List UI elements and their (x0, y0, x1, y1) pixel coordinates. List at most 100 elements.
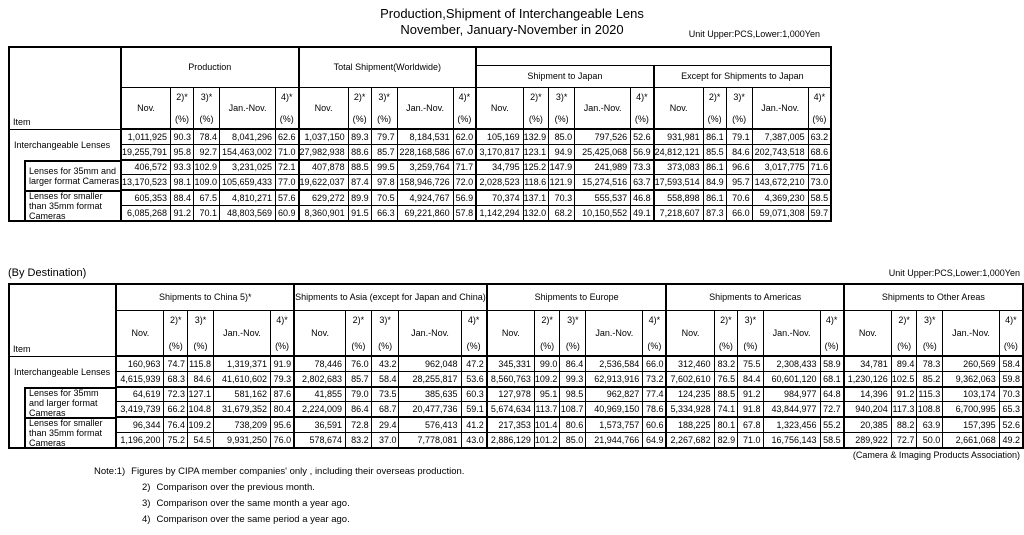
pct-header-unit: (%) (1003, 340, 1018, 351)
col-header-c2: 2)* (%) (163, 309, 189, 357)
value-cell: 407,878 (297, 158, 349, 175)
value-cell: 2,267,682 (665, 431, 715, 448)
value-cell: 79.7 (370, 128, 398, 145)
value-cell: 101.4 (533, 415, 561, 433)
value-cell: 59.1 (460, 401, 488, 417)
value-cell: 85.0 (559, 431, 587, 448)
pct-header-unit: (%) (897, 340, 912, 351)
value-cell: 108.8 (916, 401, 944, 417)
pct-header-wrap: 2)* (%) (704, 90, 725, 126)
col-group-header: Shipments to Other Areas (842, 283, 1024, 311)
value-cell: 59.8 (998, 370, 1024, 388)
value-cell: 62.6 (275, 128, 300, 145)
value-cell: 95.8 (170, 143, 195, 161)
value-cell: 57.6 (275, 188, 300, 206)
value-cell: 80.6 (559, 415, 587, 433)
value-cell: 3,170,817 (475, 143, 524, 161)
pct-header-unit: (%) (707, 113, 722, 124)
value-cell: 103,174 (942, 385, 1000, 402)
value-cell: 62.0 (452, 128, 477, 145)
value-cell: 34,795 (475, 158, 524, 175)
value-cell: 70.1 (193, 204, 221, 221)
col-group-header: Except for Shipments to Japan (652, 64, 832, 88)
value-cell: 78,446 (293, 355, 347, 372)
value-cell: 2,536,584 (585, 355, 644, 372)
unit-note-top: Unit Upper:PCS,Lower:1,000Yen (688, 29, 820, 39)
col-header-c3: 3)* (%) (559, 309, 587, 357)
col-header-nov: Nov. (475, 86, 524, 130)
pct-header-top: 2)* (708, 91, 721, 102)
col-group-header: Shipments to Americas (665, 283, 845, 311)
value-cell: 85.5 (702, 143, 727, 161)
col-group-header: Shipments to Europe (485, 283, 667, 311)
value-cell: 57.8 (452, 204, 477, 221)
pct-header-wrap: 2)* (%) (535, 313, 559, 353)
col-header-c4: 4)* (%) (269, 309, 295, 357)
value-cell: 2,224,009 (293, 401, 347, 417)
pct-header-top: 3)* (733, 91, 745, 102)
col-header-c2: 2)* (%) (890, 309, 918, 357)
value-cell: 70,374 (475, 188, 524, 206)
value-cell: 629,272 (297, 188, 349, 206)
note-2-text: Comparison over the previous month. (156, 482, 315, 493)
value-cell: 127.1 (187, 385, 214, 402)
note-3: 3) Comparison over the same month a year … (94, 498, 464, 514)
value-cell: 88.2 (890, 415, 918, 433)
pct-header-top: 4)* (281, 91, 293, 102)
pct-header-unit: (%) (732, 113, 747, 124)
note-1-prefix: Note:1) (94, 466, 126, 477)
value-cell: 91.2 (890, 385, 918, 402)
value-cell: 85.0 (548, 128, 576, 145)
pct-header-unit: (%) (175, 113, 190, 124)
col-header-c3: 3)* (%) (916, 309, 944, 357)
value-cell: 73.0 (807, 174, 832, 190)
row-label-span: Interchangeable Lenses (14, 366, 111, 377)
value-cell: 67.8 (737, 415, 764, 433)
value-cell: 10,150,552 (574, 204, 632, 221)
value-cell: 77.0 (275, 174, 300, 190)
pct-header-wrap: 4)* (%) (271, 313, 293, 353)
value-cell: 59.7 (807, 204, 832, 221)
value-cell: 28,255,817 (398, 370, 462, 388)
value-cell: 58.5 (807, 188, 832, 206)
col-header-c2: 2)* (%) (713, 309, 739, 357)
value-cell: 984,977 (762, 385, 821, 402)
col-header-nov: Nov. (115, 309, 165, 357)
value-cell: 93.3 (170, 158, 195, 175)
pct-header-unit: (%) (647, 340, 662, 351)
value-cell: 158,946,726 (396, 174, 454, 190)
value-cell: 58.4 (370, 370, 400, 388)
pct-header-unit: (%) (812, 113, 827, 124)
value-cell: 76.4 (163, 415, 189, 433)
value-cell: 73.3 (630, 158, 655, 175)
pct-header-unit: (%) (554, 113, 569, 124)
value-cell: 4,615,939 (115, 370, 165, 388)
value-cell: 86.1 (702, 128, 727, 145)
value-cell: 72.8 (345, 415, 372, 433)
value-cell: 58.5 (819, 431, 845, 448)
value-cell: 50.0 (916, 431, 944, 448)
value-cell: 67.0 (452, 143, 477, 161)
pct-header-wrap: 4)* (%) (632, 90, 653, 126)
col-header-c2: 2)* (%) (702, 86, 727, 130)
value-cell: 68.6 (807, 143, 832, 161)
value-cell: 962,048 (398, 355, 462, 372)
production-shipment-table-wrap: Item Production Total Shipment(Worldwide) S… (8, 46, 833, 222)
col-header-c4: 4)* (%) (275, 86, 300, 130)
value-cell: 115.8 (187, 355, 214, 372)
pct-header-top: 2)* (898, 314, 910, 325)
value-cell: 2,661,068 (942, 431, 1000, 448)
value-cell: 102.5 (890, 370, 918, 388)
value-cell: 95.7 (725, 174, 753, 190)
row-label-span: Lenses for 35mm and larger format Camera… (29, 387, 99, 417)
value-cell: 14,396 (842, 385, 892, 402)
value-cell: 101.2 (533, 431, 561, 448)
value-cell: 49.2 (998, 431, 1024, 448)
pct-header-unit: (%) (528, 113, 543, 124)
value-cell: 1,142,294 (475, 204, 524, 221)
value-cell: 115.3 (916, 385, 944, 402)
item-column-header: Item (8, 283, 117, 357)
col-header-c4: 4)* (%) (807, 86, 832, 130)
value-cell: 13,170,523 (120, 174, 172, 190)
value-cell: 1,037,150 (297, 128, 349, 145)
